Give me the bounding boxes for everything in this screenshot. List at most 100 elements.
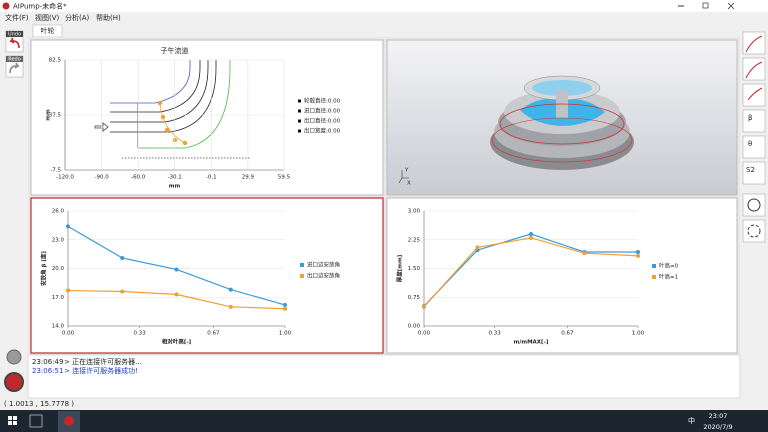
data-point — [283, 306, 287, 311]
x-tick-label: 0.67 — [561, 331, 574, 337]
data-point — [228, 304, 233, 309]
data-point — [475, 245, 480, 250]
title-bar — [0, 0, 768, 12]
clock-time[interactable]: 23:07 — [709, 412, 728, 420]
data-point — [636, 250, 640, 255]
legend-label: 出口宽度:0.00 — [304, 127, 341, 135]
window-title: AIPump-未命名* — [13, 2, 67, 11]
close-button[interactable] — [727, 2, 735, 10]
x-tick-label: -90.0 — [94, 175, 109, 181]
y-tick-label: 26.0 — [52, 209, 65, 215]
legend-marker — [298, 129, 301, 133]
x-tick-label: -120.0 — [56, 175, 74, 181]
data-point — [66, 288, 70, 293]
x-tick-label: 0.33 — [488, 331, 501, 337]
y-tick-label: 1.50 — [408, 266, 421, 272]
app-logo — [4, 372, 24, 392]
x-tick-label: 0.67 — [207, 331, 220, 337]
undo-label: Undo — [8, 32, 21, 38]
y-tick-label: 0.00 — [408, 324, 421, 330]
x-tick-label: 0.33 — [133, 331, 146, 337]
data-point — [582, 251, 587, 256]
x-axis-label: m/mMAX[-] — [514, 340, 549, 346]
legend-marker — [300, 263, 304, 267]
y-tick-label: 14.0 — [52, 324, 65, 330]
start-button[interactable] — [8, 416, 17, 425]
app-icon — [2, 2, 10, 10]
y-axis-label: mm — [46, 109, 52, 121]
impeller-model — [490, 75, 634, 170]
y-tick-label: -7.5 — [50, 168, 61, 174]
x-tick-label: -30.1 — [168, 175, 182, 181]
y-tick-label: 20.0 — [52, 266, 65, 272]
impeller-icon[interactable] — [747, 224, 761, 238]
x-tick-label: 59.5 — [278, 175, 291, 181]
data-point — [529, 235, 533, 240]
chart-title: 子午流道 — [161, 46, 189, 55]
impeller-icon[interactable] — [747, 198, 761, 212]
legend-marker — [652, 264, 656, 268]
legend-marker — [298, 109, 301, 113]
x-tick-label: 1.00 — [632, 331, 645, 337]
log-panel — [27, 354, 741, 399]
x-tick-label: -0.1 — [206, 175, 217, 181]
settings-icon[interactable] — [6, 349, 22, 365]
legend-marker — [298, 99, 301, 103]
axis-label: X — [407, 181, 411, 187]
menu-item[interactable]: 视图(V) — [35, 13, 60, 22]
log-text: > 正在连接许可服务器... — [64, 357, 142, 366]
x-tick-label: 1.00 — [279, 331, 292, 337]
log-text: > 连接许可服务器成功! — [64, 366, 138, 375]
menu-item[interactable]: 帮助(H) — [96, 13, 121, 22]
undo-icon — [9, 37, 20, 49]
data-point — [529, 232, 533, 236]
y-tick-label: 0.75 — [408, 295, 421, 301]
data-point — [228, 287, 233, 292]
data-point — [120, 289, 125, 294]
tool-icon[interactable] — [745, 35, 763, 101]
tool-label[interactable]: S2 — [746, 166, 755, 174]
control-points — [157, 100, 188, 146]
undo-header — [6, 31, 23, 37]
redo-icon — [9, 62, 20, 74]
blade-angle-panel — [30, 197, 384, 354]
legend-label: 出口直径:0.00 — [304, 117, 341, 125]
legend-marker — [300, 274, 304, 278]
y-tick-label: 3.00 — [408, 209, 421, 215]
ime-indicator[interactable]: 中 — [688, 416, 695, 425]
axis-triad — [398, 170, 409, 184]
menu-bar — [0, 12, 768, 23]
data-point — [283, 302, 287, 307]
meridional-panel — [30, 39, 384, 196]
data-point — [636, 253, 640, 258]
y-tick-label: 37.5 — [49, 113, 62, 119]
taskbar-app-icon — [64, 416, 74, 426]
y-tick-label: 2.25 — [408, 237, 421, 243]
task-view[interactable] — [29, 414, 43, 428]
log-time: 23:06:51 — [32, 367, 63, 375]
x-tick-label: -60.0 — [131, 175, 146, 181]
redo-header — [6, 56, 23, 62]
redo-label: Redo — [8, 57, 21, 63]
menu-item[interactable]: 分析(A) — [65, 13, 90, 22]
data-point — [66, 224, 70, 229]
legend-label: 进口直径:0.00 — [304, 107, 341, 115]
legend-label: 叶高=0 — [659, 262, 679, 270]
status-coordinates: ( 1.0013 , 15.7778 ) — [4, 400, 74, 408]
legend-marker — [298, 119, 301, 123]
menu-item[interactable]: 文件(F) — [5, 13, 29, 22]
clock-date[interactable]: 2020/7/9 — [703, 423, 732, 431]
tool-label[interactable]: θ — [748, 140, 752, 148]
legend-label: 叶高=1 — [659, 273, 678, 281]
thickness-panel — [386, 197, 738, 354]
y-axis-label: 厚度[mm] — [396, 254, 404, 282]
axis-label: Y — [404, 168, 409, 174]
data-point — [120, 255, 125, 260]
legend-marker — [652, 275, 656, 279]
legend-label: 轮毂直径:0.00 — [304, 97, 341, 105]
x-axis-label: 相对叶高[-] — [162, 338, 192, 346]
tool-label[interactable]: β — [748, 114, 752, 122]
maximize-button[interactable] — [702, 2, 709, 9]
y-tick-label: 82.5 — [49, 58, 62, 64]
